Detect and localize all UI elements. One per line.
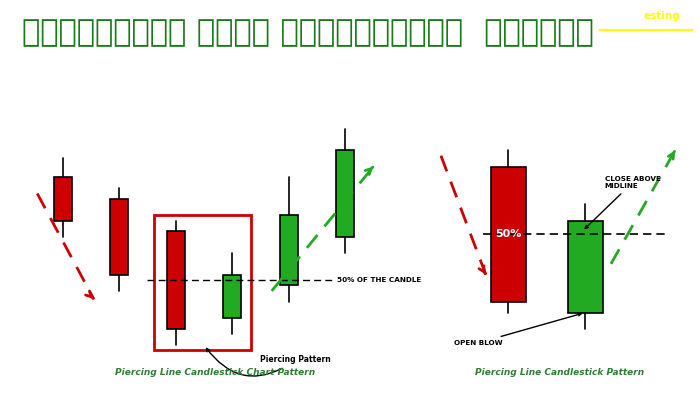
Bar bbox=[110, 199, 128, 275]
Bar bbox=[223, 275, 242, 318]
Text: 50%: 50% bbox=[495, 229, 522, 239]
Bar bbox=[154, 215, 251, 350]
Text: पियर्सिंग लाइन कैंडलस्टिक  पैटर्न: पियर्सिंग लाइन कैंडलस्टिक पैटर्न bbox=[22, 18, 594, 47]
Bar bbox=[167, 232, 185, 329]
Text: 50% OF THE CANDLE: 50% OF THE CANDLE bbox=[337, 277, 421, 283]
Text: CLOSE ABOVE
MIDLINE: CLOSE ABOVE MIDLINE bbox=[585, 176, 660, 228]
Text: Piercing Line Candlestick Chart Pattern: Piercing Line Candlestick Chart Pattern bbox=[116, 368, 315, 377]
Text: Piercing Pattern: Piercing Pattern bbox=[206, 348, 331, 376]
Text: OPEN BLOW: OPEN BLOW bbox=[454, 313, 581, 346]
Text: Fundas.com: Fundas.com bbox=[626, 45, 665, 50]
Text: esting: esting bbox=[644, 11, 680, 21]
Text: Inv: Inv bbox=[603, 11, 621, 21]
Bar bbox=[280, 215, 298, 286]
Bar bbox=[568, 220, 603, 312]
Bar bbox=[491, 166, 526, 302]
Bar bbox=[54, 177, 71, 220]
Bar bbox=[336, 150, 354, 237]
Text: Piercing Line Candlestick Pattern: Piercing Line Candlestick Pattern bbox=[475, 368, 644, 377]
